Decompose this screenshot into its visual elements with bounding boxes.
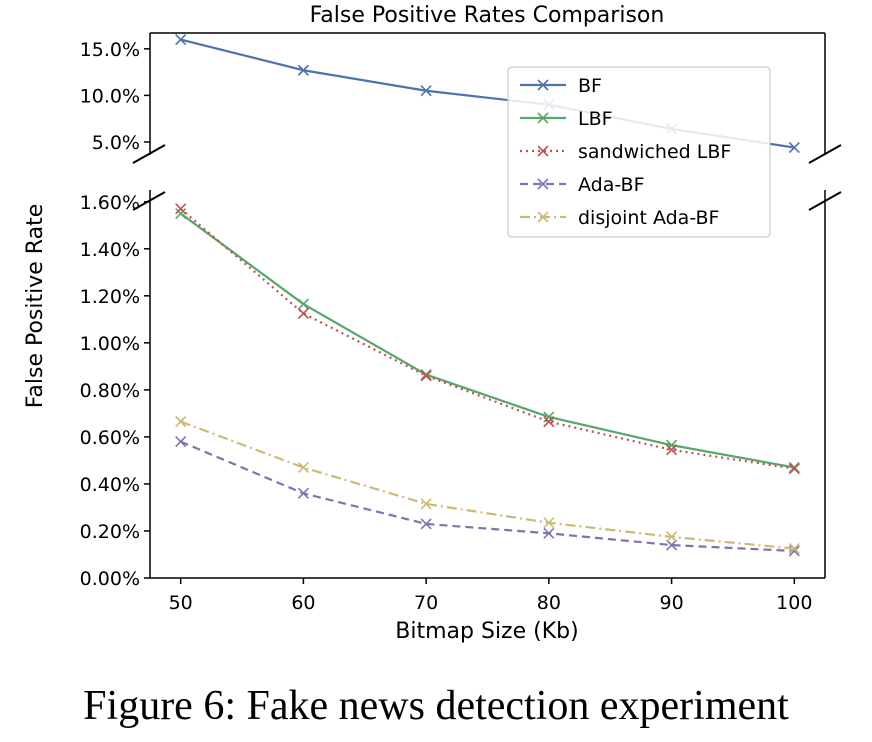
y-tick-label: 0.20% — [80, 521, 140, 543]
legend-marker — [537, 178, 549, 190]
break-mark-right-top — [808, 144, 842, 164]
legend-item: BF — [520, 75, 602, 97]
legend-marker — [537, 79, 549, 91]
legend-box — [507, 66, 771, 238]
data-point-marker — [297, 461, 309, 474]
series-lbf — [175, 207, 800, 474]
data-point-marker — [297, 487, 309, 499]
y-tick-label: 0.80% — [80, 380, 140, 402]
legend-marker — [537, 112, 549, 124]
legend-marker — [537, 145, 549, 157]
data-point-marker — [420, 370, 432, 382]
y-axis-label: False Positive Rate — [23, 204, 48, 408]
data-point-marker — [175, 207, 187, 220]
y-tick-label: 5.0% — [92, 132, 140, 154]
legend-label: disjoint Ada-BF — [578, 207, 719, 229]
y-tick-label: 10.0% — [80, 85, 140, 107]
legend-label: sandwiched LBF — [578, 141, 731, 163]
x-axis-label: Bitmap Size (Kb) — [395, 619, 578, 644]
break-mark-left-top — [132, 144, 166, 164]
data-point-marker — [666, 444, 678, 456]
y-tick-label: 0.00% — [80, 568, 140, 590]
y-tick-label: 15.0% — [80, 39, 140, 61]
bottom-panel: 0.00% 0.20% 0.40% 0.60% 0.80% 1.00% 1.20% 1.40%… — [80, 190, 826, 614]
legend-item: Ada-BF — [520, 174, 645, 196]
x-tick-label: 80 — [537, 592, 561, 614]
chart-title: False Positive Rates Comparison — [310, 3, 665, 28]
figure-caption: Figure 6: Fake news detection experiment — [83, 683, 789, 729]
top-panel: 5.0% 10.0% 15.0% — [80, 32, 826, 155]
legend-label: Ada-BF — [578, 174, 645, 196]
legend-item: disjoint Ada-BF — [520, 207, 719, 229]
series-line — [180, 420, 795, 550]
data-point-marker — [297, 298, 309, 310]
y-tick-label: 0.40% — [80, 474, 140, 496]
legend-label: BF — [578, 75, 602, 97]
legend-marker — [537, 211, 549, 223]
data-point-marker — [420, 85, 432, 97]
x-tick-label: 50 — [169, 592, 193, 614]
legend-label: LBF — [578, 108, 613, 130]
legend-item: LBF — [520, 108, 613, 130]
data-point-marker — [175, 436, 187, 448]
data-point-marker — [666, 539, 678, 551]
axis-break-marks — [132, 144, 842, 211]
data-point-marker — [788, 543, 800, 555]
series-line — [180, 212, 795, 469]
y-tick-label: 1.40% — [80, 239, 140, 261]
y-tick-label: 1.00% — [80, 333, 140, 355]
y-tick-label: 0.60% — [80, 427, 140, 449]
data-point-marker — [788, 463, 800, 475]
data-point-marker — [666, 531, 678, 543]
data-point-marker — [420, 369, 432, 381]
series-sandwiched-lbf — [175, 203, 800, 475]
data-point-marker — [543, 416, 555, 428]
data-point-marker — [543, 517, 555, 529]
data-point-marker — [175, 416, 187, 428]
data-point-marker — [297, 64, 309, 76]
break-mark-right-bottom — [808, 191, 842, 211]
series-disjoint-ada-bf — [175, 416, 800, 555]
data-point-marker — [788, 461, 800, 474]
y-tick-label: 1.20% — [80, 286, 140, 308]
data-point-marker — [420, 518, 432, 530]
data-point-marker — [788, 141, 800, 154]
break-mark-left-bottom — [132, 191, 166, 211]
x-tick-label: 90 — [659, 592, 683, 614]
x-tick-label: 70 — [414, 592, 438, 614]
data-point-marker — [175, 33, 187, 46]
series-line — [179, 207, 795, 470]
series-ada-bf — [175, 436, 800, 557]
data-point-marker — [420, 498, 432, 510]
x-tick-label: 60 — [291, 592, 315, 614]
data-point-marker — [543, 527, 555, 539]
series-line — [180, 440, 795, 553]
y-tick-label: 1.60% — [80, 192, 140, 214]
legend: BF LBF sandwiched LBF Ada-BF disjoint Ada-BF — [507, 66, 771, 238]
x-tick-label: 100 — [776, 592, 812, 614]
legend-item: sandwiched LBF — [520, 141, 731, 163]
data-point-marker — [175, 203, 187, 215]
data-point-marker — [297, 307, 309, 320]
